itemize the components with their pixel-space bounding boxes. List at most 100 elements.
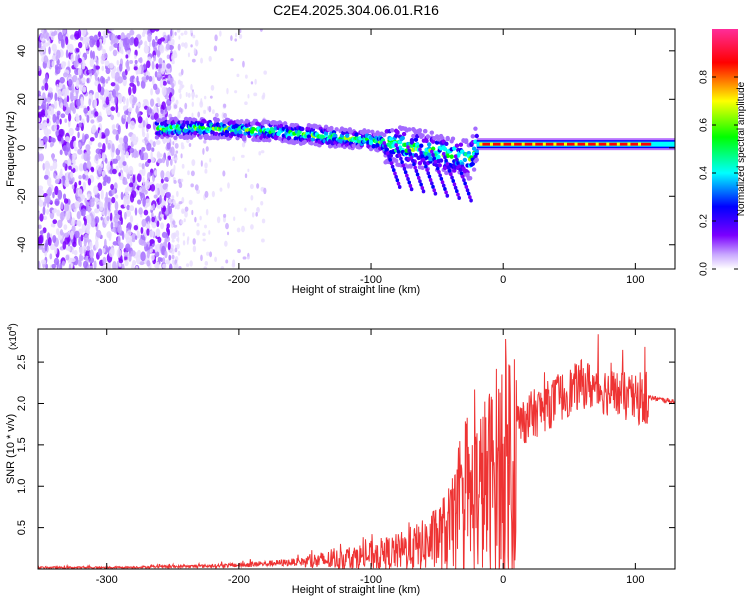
spectrogram-noise-blob bbox=[171, 195, 175, 200]
spectrogram-noise-blob bbox=[80, 234, 84, 242]
spectrogram-noise-blob bbox=[91, 125, 97, 134]
spectrogram-noise-blob bbox=[214, 256, 218, 262]
spectrogram-noise-blob bbox=[110, 106, 116, 112]
spectrogram-noise-blob bbox=[187, 92, 191, 98]
spectrogram-noise-blob bbox=[159, 44, 165, 54]
spectrogram-noise-blob bbox=[196, 222, 200, 227]
spectrogram-tone-spot bbox=[500, 142, 504, 146]
spectrogram-streak-cell bbox=[389, 161, 394, 166]
spectrogram-noise-blob bbox=[246, 256, 250, 260]
spectrogram-noise-blob bbox=[98, 166, 102, 175]
spectrogram-noise-blob bbox=[204, 224, 207, 229]
spectrogram-noise-blob bbox=[174, 157, 178, 161]
spectrogram-noise-blob bbox=[234, 90, 238, 94]
spectrogram-noise-blob bbox=[146, 123, 152, 130]
spectrogram-noise-blob bbox=[60, 137, 64, 145]
spectrogram-noise-blob bbox=[204, 261, 209, 266]
spectrogram-noise-blob bbox=[55, 83, 59, 93]
spectrogram-noise-blob bbox=[54, 92, 58, 102]
spectrogram-noise-blob bbox=[42, 162, 46, 171]
snr-x-label: Height of straight line (km) bbox=[292, 584, 420, 596]
spectrogram-noise-blob bbox=[58, 81, 63, 89]
spectrogram-tone-spot bbox=[542, 142, 546, 146]
spectrogram-noise-blob bbox=[148, 42, 152, 47]
colorbar-label: Normalized spectral amplitude bbox=[736, 81, 747, 216]
spectrogram-streak-cell bbox=[388, 157, 393, 162]
spectrogram-streak-cell bbox=[422, 161, 427, 166]
spectrogram-noise-blob bbox=[79, 84, 83, 91]
spectrogram-noise-blob bbox=[202, 232, 206, 236]
spectrogram-noise-blob bbox=[148, 75, 153, 82]
spectrogram-noise-blob bbox=[141, 163, 145, 170]
spectrogram-noise-blob bbox=[204, 168, 208, 174]
spectrogram-ridge-cell bbox=[462, 157, 468, 163]
spectrogram-noise-blob bbox=[110, 69, 116, 79]
spectrogram-noise-blob bbox=[89, 137, 95, 142]
spectrogram-tone-spot bbox=[627, 142, 631, 146]
spectrogram-noise-blob bbox=[118, 63, 123, 72]
spectrogram-noise-blob bbox=[72, 106, 76, 114]
spectrogram-noise-blob bbox=[200, 160, 203, 167]
spectrogram-noise-blob bbox=[194, 216, 197, 223]
spectrogram-noise-blob bbox=[50, 243, 56, 251]
spectrogram-noise-blob bbox=[39, 230, 44, 235]
spectrogram-noise-blob bbox=[154, 170, 158, 176]
spectrogram-noise-blob bbox=[129, 29, 135, 36]
spectrogram-noise-blob bbox=[147, 221, 150, 230]
spectrogram-noise-blob bbox=[56, 209, 61, 217]
spectrogram-noise-blob bbox=[151, 38, 156, 48]
spectrogram-streak-cell bbox=[434, 163, 439, 168]
spectrogram-noise-blob bbox=[196, 229, 200, 236]
spectrogram-noise-blob bbox=[197, 111, 201, 118]
spectrogram-noise-blob bbox=[143, 44, 150, 54]
spectrogram-noise-blob bbox=[38, 117, 41, 123]
spectrogram-ridge-cell bbox=[426, 152, 432, 157]
spectrogram-streak-cell bbox=[433, 159, 438, 164]
spectrogram-ridge-cell bbox=[302, 139, 308, 144]
spectrogram-noise-blob bbox=[154, 29, 160, 32]
spectrogram-tone-spot bbox=[521, 142, 525, 146]
spectrogram-noise-blob bbox=[125, 168, 129, 175]
spectrogram-noise-blob bbox=[120, 191, 124, 200]
spectrogram-noise-blob bbox=[89, 35, 94, 40]
spectrogram-streak-cell bbox=[395, 146, 400, 151]
spectrogram-noise-blob bbox=[52, 191, 55, 199]
spectrogram-noise-blob bbox=[171, 83, 175, 88]
spectrogram-noise-blob bbox=[96, 39, 100, 48]
spectrogram-noise-blob bbox=[241, 142, 246, 148]
spectrogram-noise-blob bbox=[83, 152, 89, 162]
spectrogram-noise-blob bbox=[130, 250, 136, 257]
spectrogram-noise-blob bbox=[70, 171, 74, 179]
spectrogram-noise-blob bbox=[94, 239, 99, 250]
spectrogram-noise-blob bbox=[171, 55, 175, 61]
spectrogram-noise-blob bbox=[178, 35, 181, 40]
spectrogram-noise-blob bbox=[185, 92, 188, 98]
spectrogram-noise-blob bbox=[178, 181, 183, 189]
spectrogram-noise-blob bbox=[65, 49, 69, 59]
spectrogram-x-tick-label: -200 bbox=[228, 274, 250, 286]
spectrogram-streak-cell bbox=[432, 188, 437, 193]
colorbar-gradient bbox=[712, 29, 738, 269]
colorbar-tick-label: 0.4 bbox=[699, 166, 710, 180]
spectrogram-noise-blob bbox=[102, 142, 106, 153]
spectrogram-streak-cell bbox=[463, 181, 467, 186]
spectrogram-noise-blob bbox=[155, 63, 159, 70]
spectrogram-noise-blob bbox=[115, 86, 119, 96]
colorbar-tick-label: 0.2 bbox=[699, 214, 710, 228]
spectrogram-ridge-cell bbox=[215, 117, 220, 123]
snr-panel: -300 -200 -100 0 100 0.5 1.0 1.5 2.0 2.5 Height … bbox=[5, 323, 676, 596]
spectrogram-noise-blob bbox=[46, 96, 51, 103]
spectrogram-noise-blob bbox=[95, 148, 102, 155]
spectrogram-noise-blob bbox=[203, 139, 207, 144]
spectrogram-ridge-cell bbox=[470, 134, 475, 139]
spectrogram-streak-cell bbox=[406, 177, 410, 182]
spectrogram-noise-blob bbox=[109, 62, 114, 69]
spectrogram-ridge-cell bbox=[389, 128, 395, 133]
spectrogram-noise-blob bbox=[96, 204, 100, 209]
spectrogram-noise-blob bbox=[77, 41, 83, 49]
spectrogram-noise-blob bbox=[204, 162, 208, 169]
spectrogram-noise-blob bbox=[93, 64, 96, 74]
spectrogram-noise-blob bbox=[129, 205, 135, 212]
spectrogram-noise-blob bbox=[152, 203, 156, 210]
spectrogram-noise-blob bbox=[104, 128, 110, 137]
